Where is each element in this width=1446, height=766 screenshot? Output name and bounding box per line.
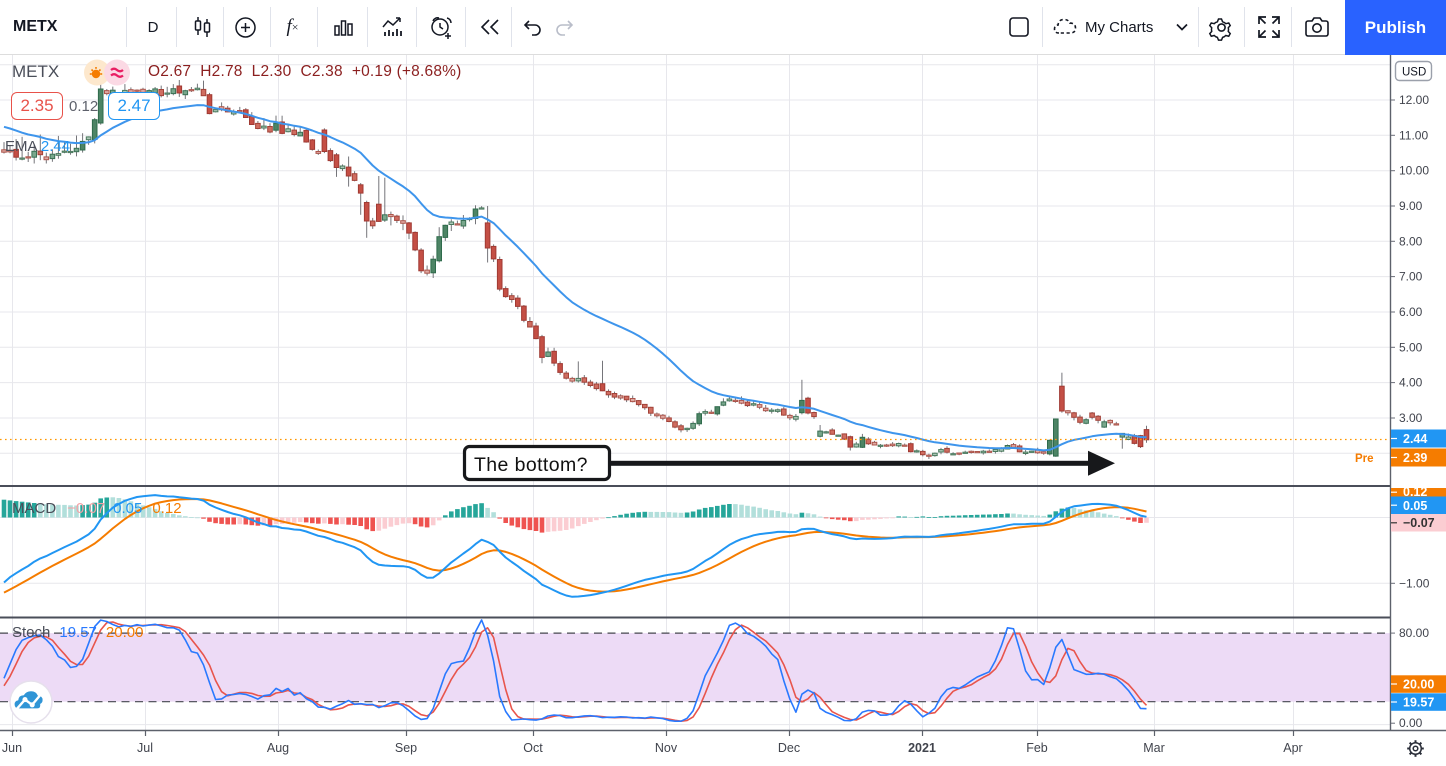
svg-text:8.00: 8.00 <box>1399 234 1423 248</box>
svg-text:−0.07: −0.07 <box>1403 516 1435 530</box>
svg-text:−1.00: −1.00 <box>1399 576 1430 590</box>
svg-text:Pre: Pre <box>1355 453 1374 465</box>
svg-text:Apr: Apr <box>1283 741 1302 755</box>
svg-text:10.00: 10.00 <box>1399 164 1429 178</box>
svg-text:USD: USD <box>1402 67 1426 79</box>
svg-text:6.00: 6.00 <box>1399 305 1423 319</box>
svg-text:5.00: 5.00 <box>1399 340 1423 354</box>
svg-text:Jun: Jun <box>2 741 22 755</box>
svg-text:2.39: 2.39 <box>1403 451 1427 465</box>
svg-text:3.00: 3.00 <box>1399 411 1423 425</box>
svg-text:19.57: 19.57 <box>1403 696 1434 710</box>
svg-text:Feb: Feb <box>1026 741 1048 755</box>
svg-text:20.00: 20.00 <box>1403 678 1434 692</box>
svg-text:9.00: 9.00 <box>1399 199 1423 213</box>
svg-text:7.00: 7.00 <box>1399 270 1423 284</box>
svg-text:80.00: 80.00 <box>1399 626 1429 640</box>
svg-text:0.12: 0.12 <box>1403 485 1427 499</box>
svg-text:Aug: Aug <box>267 741 289 755</box>
svg-text:Mar: Mar <box>1143 741 1165 755</box>
svg-text:11.00: 11.00 <box>1399 128 1428 142</box>
svg-text:2021: 2021 <box>908 741 936 755</box>
svg-text:The bottom?: The bottom? <box>474 454 588 476</box>
svg-text:Sep: Sep <box>395 741 417 755</box>
svg-text:0.00: 0.00 <box>1399 716 1423 730</box>
svg-text:12.00: 12.00 <box>1399 93 1429 107</box>
svg-text:Jul: Jul <box>137 741 153 755</box>
svg-text:2.44: 2.44 <box>1403 432 1427 446</box>
svg-text:Dec: Dec <box>778 741 800 755</box>
svg-text:Oct: Oct <box>523 741 543 755</box>
svg-text:4.00: 4.00 <box>1399 376 1423 390</box>
svg-text:0.05: 0.05 <box>1403 499 1427 513</box>
svg-text:Nov: Nov <box>655 741 678 755</box>
